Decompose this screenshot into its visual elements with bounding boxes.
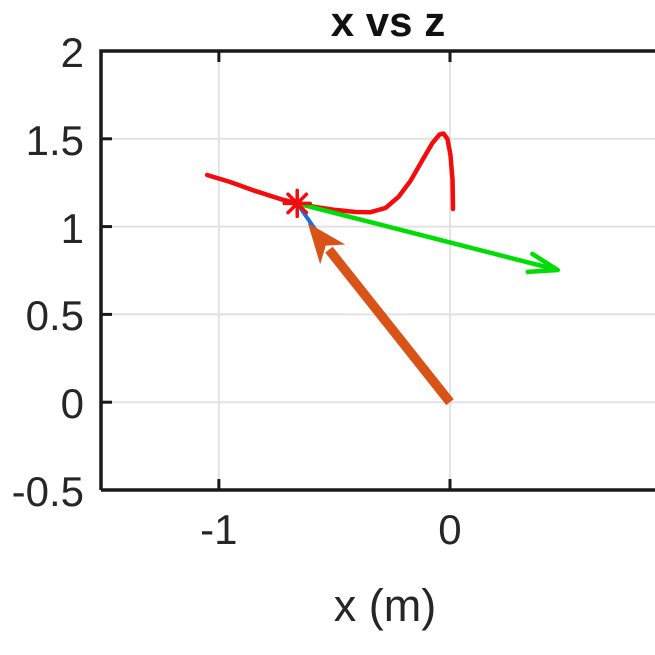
velocity-vector-green-shaft bbox=[296, 201, 559, 273]
y-tick-label: 0.5 bbox=[25, 292, 84, 340]
y-tick-label: 1 bbox=[60, 204, 84, 252]
position-marker bbox=[286, 192, 309, 215]
y-tick-label: 1.5 bbox=[25, 116, 84, 164]
y-tick-label: -0.5 bbox=[11, 468, 84, 515]
y-tick-label: 0 bbox=[60, 380, 84, 428]
x-axis-label: x (m) bbox=[333, 580, 437, 631]
velocity-vector-green-head bbox=[530, 251, 560, 273]
x-tick-label: 0 bbox=[438, 506, 462, 553]
chart-title: x vs z bbox=[330, 0, 446, 45]
thrust-vector-orange-shaft bbox=[325, 246, 454, 406]
trajectory-red bbox=[204, 131, 456, 215]
axis-border-topleft bbox=[99, 49, 655, 490]
x-tick-label: -1 bbox=[200, 506, 238, 553]
velocity-vector-green-head bbox=[525, 267, 560, 275]
y-tick-label: 2 bbox=[60, 29, 84, 76]
thrust-vector-orange-head bbox=[307, 223, 346, 265]
